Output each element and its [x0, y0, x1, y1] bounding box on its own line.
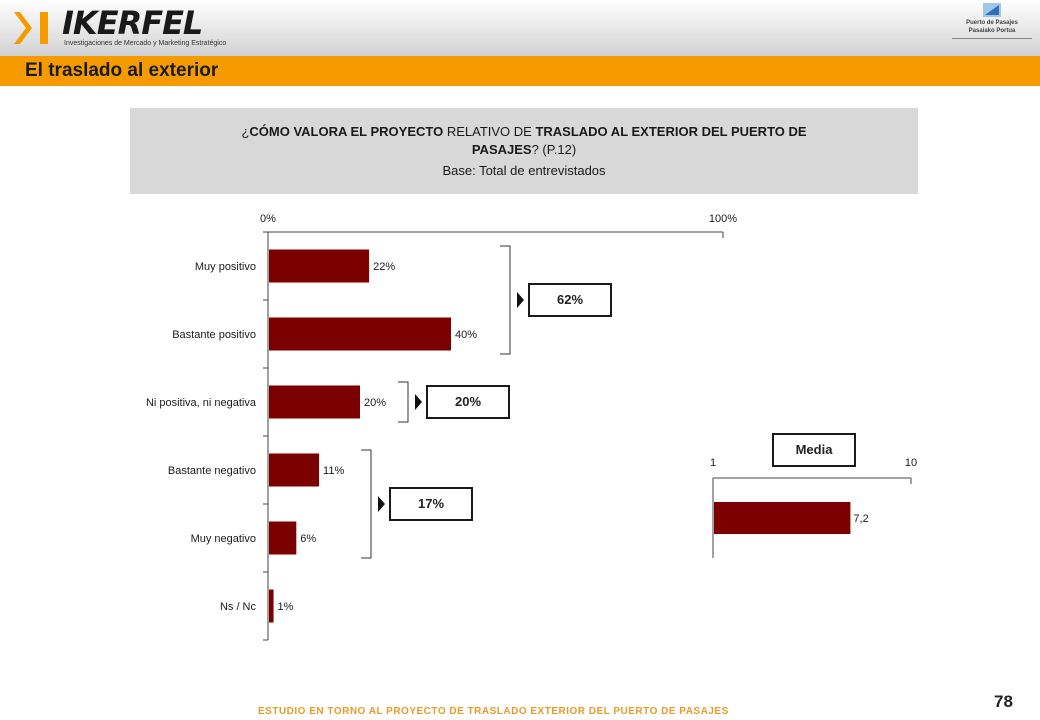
partner-name-eu: Pasaiako Portua: [968, 28, 1016, 34]
question-bold-2: TRASLADO AL EXTERIOR DEL PUERTO DE: [535, 124, 807, 139]
category-label: Ns / Nc: [220, 601, 257, 613]
category-label: Muy positivo: [195, 261, 256, 273]
bar-value-label: 11%: [323, 465, 344, 477]
partner-divider: [952, 38, 1032, 39]
partner-name-es: Puerto de Pasajes: [966, 20, 1018, 26]
group-arrow-icon: [517, 292, 524, 308]
group-total-box: 17%: [389, 487, 473, 521]
footer-text: ESTUDIO EN TORNO AL PROYECTO DE TRASLADO…: [258, 706, 729, 717]
port-logo-icon: [983, 3, 1001, 17]
axis-min-label: 0%: [260, 213, 276, 225]
bar: [269, 385, 360, 419]
bar-value-label: 20%: [364, 397, 386, 409]
question-base: Base: Total de entrevistados: [442, 163, 606, 178]
group-arrow-icon: [415, 394, 422, 410]
question-line-2: PASAJES? (P.12): [130, 142, 918, 157]
group-total-box: 62%: [528, 283, 612, 317]
question-ref: ? (P.12): [531, 142, 577, 157]
group-arrow-icon: [378, 496, 385, 512]
media-title-box: Media: [772, 433, 856, 467]
question-bold-1: CÓMO VALORA EL PROYECTO: [249, 124, 444, 139]
logo-subtitle: Investigaciones de Mercado y Marketing E…: [64, 40, 227, 47]
question-bold-3: PASAJES: [471, 142, 532, 157]
axis-max-label: 100%: [709, 213, 737, 225]
page-title: El traslado al exterior: [25, 60, 219, 81]
group-bracket: [361, 449, 372, 559]
title-bar: El traslado al exterior: [0, 56, 1040, 86]
question-mid: RELATIVO DE: [443, 124, 536, 139]
category-label: Bastante negativo: [168, 465, 256, 477]
bar: [269, 249, 370, 283]
bar-value-label: 40%: [455, 329, 477, 341]
bar-value-label: 22%: [373, 261, 395, 273]
page-number: 78: [994, 692, 1013, 711]
question-line-1: ¿CÓMO VALORA EL PROYECTO RELATIVO DE TRA…: [130, 124, 918, 139]
logo-wordmark: IKERFEL: [62, 4, 203, 42]
group-total-box: 20%: [426, 385, 510, 419]
bar-value-label: 1%: [278, 601, 294, 613]
question-box: ¿CÓMO VALORA EL PROYECTO RELATIVO DE TRA…: [130, 108, 918, 194]
group-bracket: [500, 245, 511, 355]
question-open-mark: ¿: [241, 124, 250, 139]
bar: [269, 453, 320, 487]
bar: [269, 589, 274, 623]
media-axis-max-label: 10: [905, 457, 917, 469]
bar: [269, 521, 297, 555]
media-value-label: 7,2: [853, 513, 868, 525]
media-axis-min-label: 1: [710, 457, 716, 469]
partner-logo: Puerto de Pasajes Pasaiako Portua: [948, 0, 1036, 56]
ikerfel-logo-icon: [14, 12, 48, 44]
media-bar: [714, 502, 851, 534]
bar: [269, 317, 451, 351]
header-banner: IKERFEL Investigaciones de Mercado y Mar…: [0, 0, 1040, 56]
group-bracket: [398, 381, 409, 423]
category-label: Muy negativo: [191, 533, 256, 545]
category-label: Ni positiva, ni negativa: [146, 397, 257, 409]
bar-value-label: 6%: [300, 533, 316, 545]
category-label: Bastante positivo: [172, 329, 256, 341]
